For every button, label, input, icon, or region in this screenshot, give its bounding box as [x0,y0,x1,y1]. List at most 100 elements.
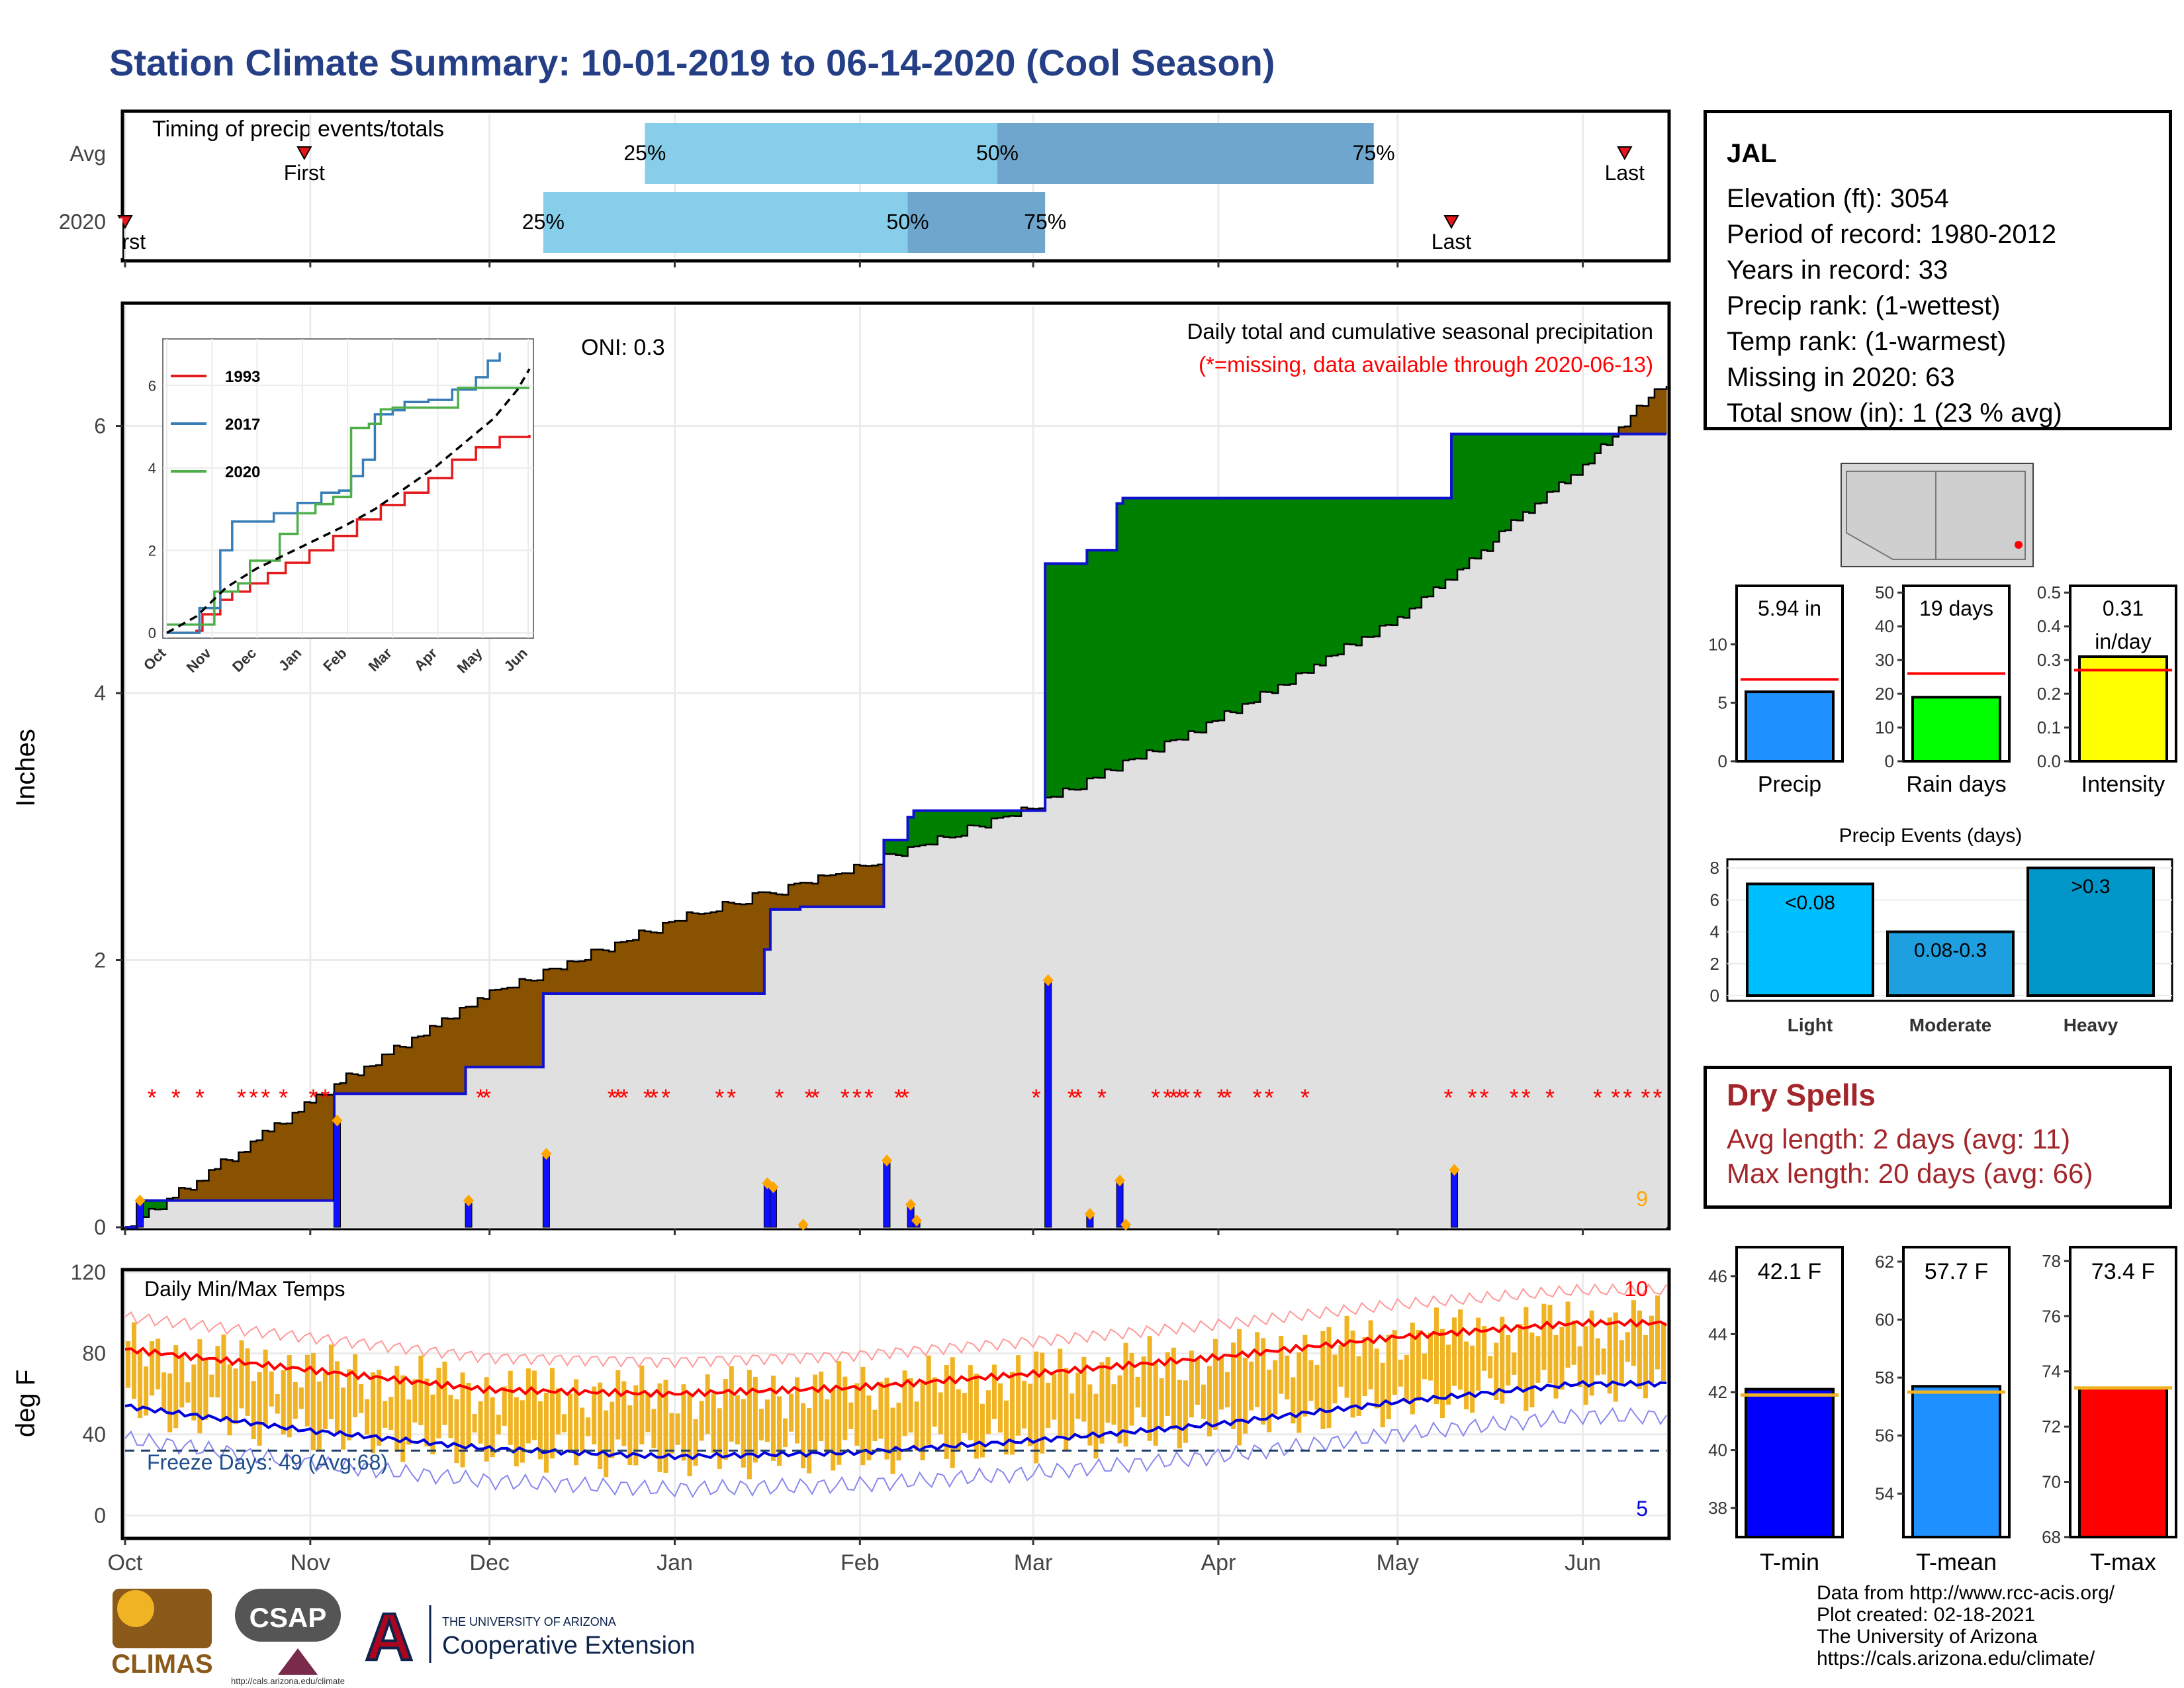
daily-temp-bar [1655,1295,1660,1370]
deficit-fill [340,1083,347,1094]
temp-stat-bar-2-ytick-3: 74 [2042,1362,2061,1382]
daily-temp-bar [985,1390,991,1434]
missing-marker-24: * [864,1084,874,1111]
deficit-fill [226,1160,234,1201]
precip-base-fill [1290,684,1297,1227]
daily-temp-bar [908,1378,913,1433]
precip-base-fill [1015,816,1022,1227]
missing-marker-20: * [805,1084,814,1111]
missing-marker-46: * [1522,1084,1531,1111]
daily-temp-bar [968,1365,973,1440]
daily-temp-bar [1099,1362,1105,1444]
daily-temp-bar [926,1355,931,1445]
daily-temp-bar [747,1370,752,1479]
surplus-fill [1015,810,1022,816]
daily-temp-bar [1350,1331,1355,1418]
deficit-fill [603,950,610,994]
deficit-fill [310,1102,317,1201]
stat-bar-2-ytick-3: 0.3 [2037,650,2061,670]
deficit-fill [824,875,831,907]
stat-bar-2-ytick-1: 0.1 [2037,718,2061,737]
daily-temp-bar [1494,1342,1499,1401]
temp-stat-bar-0-ytick-2: 42 [1708,1382,1727,1402]
daily-temp-bar [1279,1335,1284,1394]
daily-temp-bar [1637,1310,1642,1389]
precip-base-fill [1087,778,1093,1227]
inset-ytick-3: 6 [148,377,156,394]
precip-base-fill [585,993,592,1227]
precip-base-fill [292,1200,299,1227]
surplus-fill [1272,498,1279,694]
daily-temp-bar [520,1400,525,1463]
missing-marker-35: * [1181,1084,1190,1111]
record-max-line [124,1283,1667,1369]
ua-logo: A THE UNIVERSITY OF ARIZONA Cooperative … [363,1599,695,1675]
inset-series-2017 [167,352,501,634]
deficit-fill [477,998,484,1067]
deficit-fill [453,1018,461,1094]
precip-base-fill [674,993,682,1227]
daily-temp-bar [1398,1359,1403,1387]
temp-ylabel: deg F [11,1370,40,1437]
temp-panel: 0 40 80 120 Oct Nov Dec Jan Feb Mar Apr May Jun Dail… [11,1260,1671,1575]
surplus-fill [1308,498,1314,673]
daily-temp-bar [1374,1348,1379,1409]
precip-base-fill [919,845,927,1227]
deficit-fill [758,892,765,994]
missing-marker-23: * [852,1084,862,1111]
precip-base-fill [244,1200,251,1227]
daily-temp-bar [298,1387,304,1409]
daily-temp-bar [454,1399,459,1464]
missing-marker-30: * [1097,1084,1107,1111]
deficit-fill [710,912,717,994]
precip-base-fill [1379,626,1387,1227]
precip-base-fill [256,1200,263,1227]
station-missing: Missing in 2020: 63 [1727,363,1955,392]
precip-base-fill [740,993,747,1227]
precip-base-fill [1588,463,1596,1227]
surplus-fill [1403,498,1410,618]
daily-temp-bar [1547,1305,1553,1383]
surplus-fill [1134,498,1142,759]
missing-marker-45: * [1510,1084,1519,1111]
daily-temp-bar [568,1393,573,1453]
precip-base-fill [537,1066,544,1227]
precip-base-fill [1194,732,1201,1227]
precip-base-fill [1248,703,1255,1227]
daily-temp-bar [764,1399,770,1442]
missing-marker-3: * [237,1084,246,1111]
precip-base-fill [949,837,956,1227]
surplus-fill [1326,498,1333,657]
precip-base-fill [1332,655,1339,1227]
precip-base-fill [268,1200,275,1227]
deficit-fill [286,1123,293,1201]
precip-base-fill [370,1094,377,1227]
daily-temp-bar [353,1354,358,1417]
daily-temp-bar [537,1401,543,1460]
stat-bar-1-ytick-4: 40 [1875,616,1894,636]
stat-bar-1-ytick-1: 10 [1875,718,1894,737]
timing-edge-mask [66,218,122,258]
surplus-fill [1206,498,1213,723]
daily-temp-bar [717,1408,722,1470]
daily-temp-bar [215,1346,220,1398]
timing-2020-bar-25-50 [543,192,908,253]
precip-base-fill [441,1094,449,1227]
precip-base-fill [561,993,568,1227]
surplus-fill [1051,563,1058,797]
daily-temp-bar [1326,1327,1332,1429]
daily-temp-bar [669,1413,674,1454]
surplus-fill [1355,498,1363,646]
precip-base-fill [1212,721,1219,1227]
credit-university: The University of Arizona [1817,1626,2038,1648]
precip-base-fill [149,1209,156,1227]
daily-temp-bar [1422,1353,1427,1380]
deficit-fill [394,1045,400,1094]
surplus-fill [985,810,992,828]
deficit-fill [645,931,651,994]
surplus-fill [1105,550,1112,770]
surplus-fill [1063,563,1069,788]
daily-temp-bar [310,1353,316,1451]
precip-base-fill [878,906,885,1227]
